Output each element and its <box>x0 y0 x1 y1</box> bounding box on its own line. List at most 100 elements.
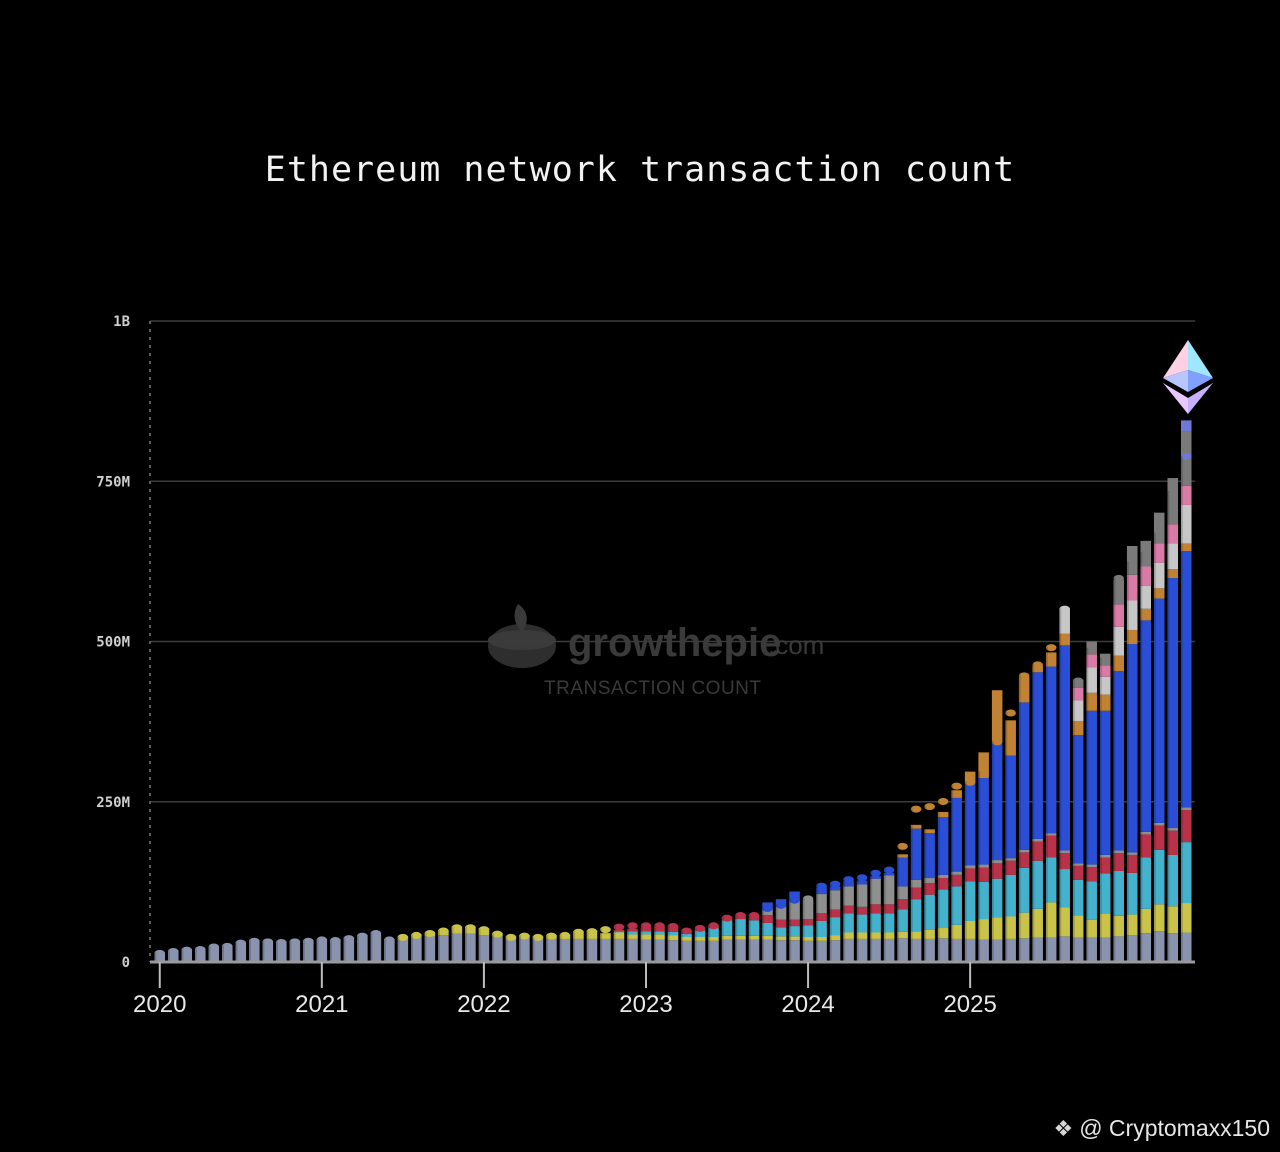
bar-shade <box>519 935 522 962</box>
bar-stack <box>762 902 773 962</box>
bar-segment <box>640 934 652 940</box>
bar-segment <box>883 913 895 933</box>
bar-shade <box>640 924 643 962</box>
bar-shade <box>748 914 751 962</box>
bar-segment <box>1032 908 1043 938</box>
bar-segment <box>991 878 1003 918</box>
bar-segment <box>1099 694 1111 711</box>
bar-stack <box>465 924 476 962</box>
bar-stack <box>1072 677 1084 962</box>
bar-shade <box>546 935 549 962</box>
bar-segment <box>1005 916 1016 939</box>
bar-cap <box>505 933 517 941</box>
bar-segment <box>937 812 949 818</box>
bar-cap <box>1153 530 1165 538</box>
bar-stack <box>1153 512 1165 962</box>
bar-segment <box>924 829 935 834</box>
bar-segment <box>1126 574 1138 601</box>
bar-segment <box>924 883 935 895</box>
bar-cap <box>397 933 409 941</box>
bar-segment <box>856 914 868 933</box>
bar-segment <box>586 938 598 962</box>
bar-segment <box>1153 825 1165 850</box>
binance-icon: ❖ <box>1053 1115 1074 1141</box>
bar-segment <box>856 884 868 907</box>
bar-segment <box>1032 838 1043 842</box>
bar-shade <box>924 805 927 962</box>
bar-stack <box>870 869 881 962</box>
bar-segment <box>910 828 922 880</box>
bar-segment <box>910 887 922 900</box>
bar-segment <box>937 889 949 929</box>
bar-segment <box>1140 831 1151 835</box>
bar-segment <box>708 940 719 962</box>
y-tick-label: 1B <box>113 314 130 330</box>
bar-segment <box>897 931 908 939</box>
bar-segment <box>937 878 949 890</box>
bar-cap <box>789 896 800 904</box>
bar-segment <box>1032 665 1043 673</box>
bar-stack <box>789 891 800 962</box>
bar-cap <box>1086 645 1097 653</box>
bar-segment <box>802 937 814 941</box>
bar-stack <box>897 842 908 962</box>
bar-segment <box>816 940 827 962</box>
bar-segment <box>1153 543 1165 563</box>
bar-stack <box>964 771 976 962</box>
bar-cap <box>1072 677 1084 685</box>
bar-shade <box>505 936 508 962</box>
bar-stack <box>1045 644 1057 962</box>
bar-stack <box>478 926 490 962</box>
bar-shade <box>802 897 805 962</box>
bar-segment <box>1005 874 1016 917</box>
bar-stack <box>384 936 395 962</box>
bar-stack <box>1059 605 1070 962</box>
y-tick-label: 750M <box>96 474 130 490</box>
bar-segment <box>1167 478 1179 525</box>
bar-segment <box>1086 919 1097 938</box>
bar-segment <box>627 931 638 935</box>
bar-stack <box>613 923 625 962</box>
bar-segment <box>924 938 935 962</box>
bar-stack <box>951 782 962 962</box>
chart-title: Ethereum network transaction count <box>264 150 1016 190</box>
bar-segment <box>789 940 800 962</box>
bar-segment <box>370 932 382 962</box>
bar-segment <box>789 926 800 937</box>
bar-segment <box>951 790 962 798</box>
bar-stack <box>978 752 989 962</box>
bar-stack <box>924 803 935 962</box>
bar-segment <box>1086 867 1097 882</box>
bar-cap <box>667 922 679 930</box>
bar-shade <box>370 932 373 962</box>
bar-cap <box>978 768 989 776</box>
bar-shade <box>1045 646 1048 962</box>
bar-segment <box>1113 915 1124 937</box>
bar-segment <box>1045 652 1057 667</box>
bar-segment <box>681 933 692 938</box>
bar-segment <box>208 945 220 962</box>
bar-segment <box>424 936 436 962</box>
bar-segment <box>167 950 179 962</box>
bar-segment <box>816 937 827 941</box>
bar-cap <box>924 803 935 811</box>
bar-segment <box>1167 569 1179 579</box>
bar-segment <box>1072 865 1084 880</box>
bar-segment <box>748 920 760 936</box>
bar-segment <box>816 887 827 895</box>
bar-stack <box>694 924 706 962</box>
bar-stack <box>991 690 1003 962</box>
bar-stack <box>573 928 584 962</box>
bar-shade <box>951 785 954 962</box>
bar-shade <box>816 885 819 962</box>
bar-stack <box>505 933 517 962</box>
bar-shade <box>559 934 562 962</box>
bar-segment <box>1086 654 1097 668</box>
growthepie-watermark: growthepie .com TRANSACTION COUNT <box>488 604 824 699</box>
y-tick-label: 0 <box>122 955 130 971</box>
bar-stack <box>1005 709 1016 962</box>
bar-cap <box>883 866 895 874</box>
bar-segment <box>1018 676 1030 703</box>
bar-cap <box>370 930 382 938</box>
bar-cap <box>276 938 287 946</box>
